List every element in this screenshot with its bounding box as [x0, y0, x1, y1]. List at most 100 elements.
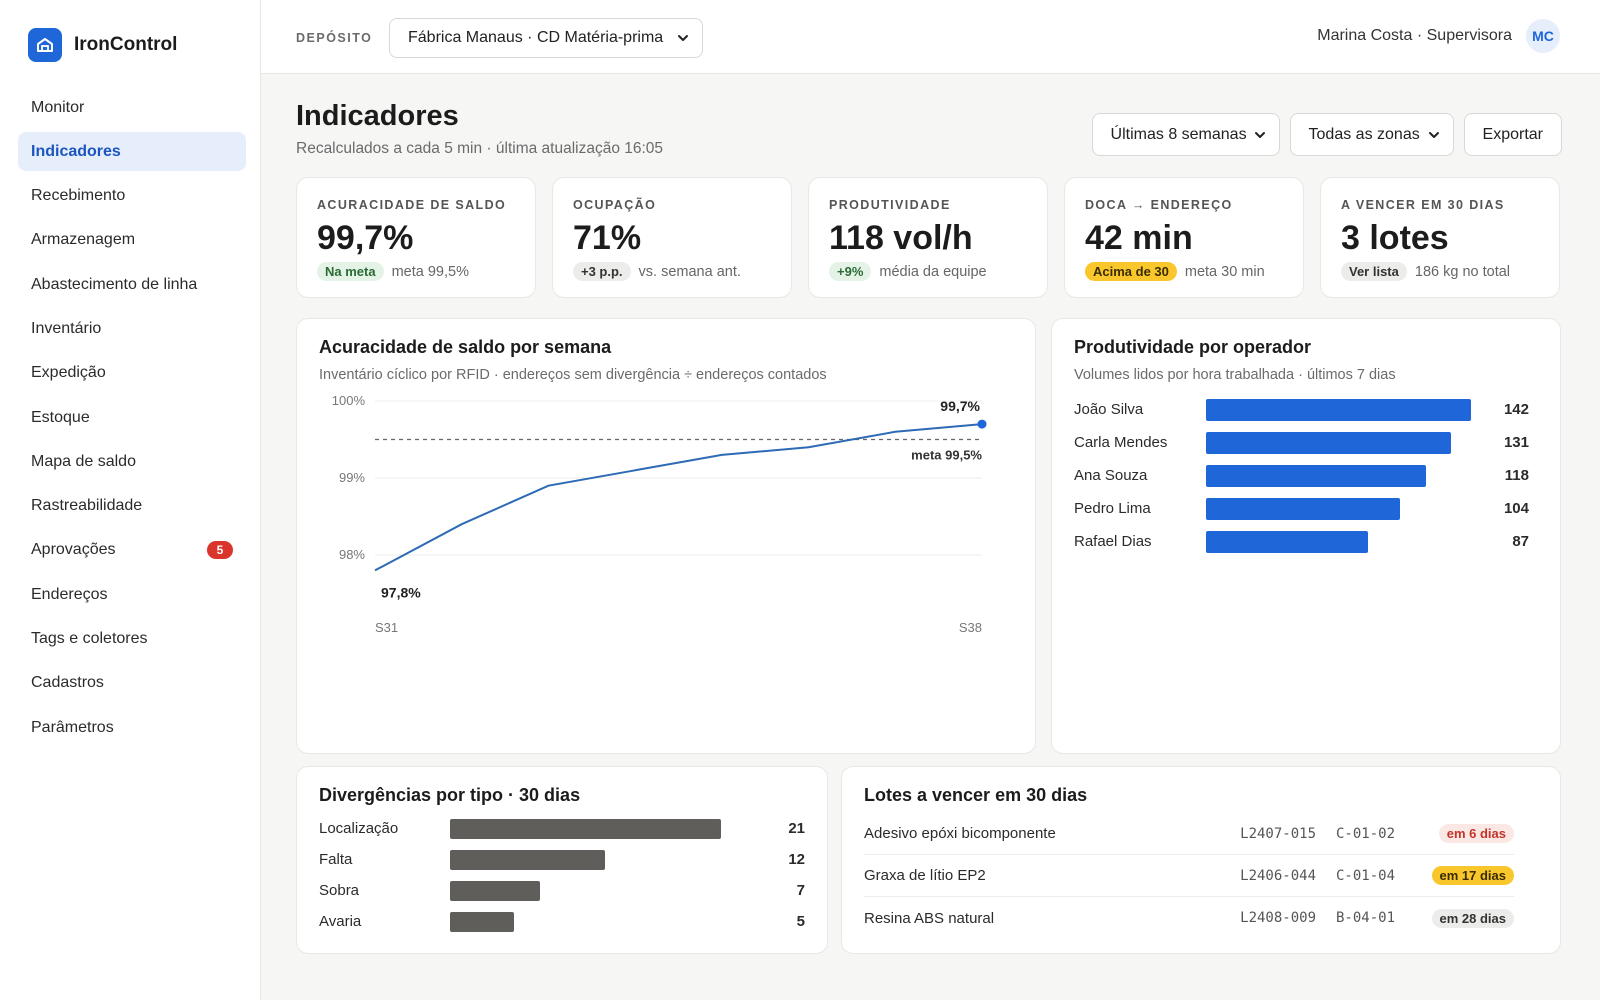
chart-subtitle: Inventário cíclico por RFID · endereços … — [319, 367, 827, 383]
bar-value: 87 — [1512, 533, 1529, 550]
bar-label: Sobra — [319, 882, 360, 899]
sidebar-item-abastecimento[interactable]: Abastecimento de linha — [18, 265, 246, 304]
lot-address: C-01-04 — [1336, 867, 1396, 884]
sidebar-item-cadastros[interactable]: Cadastros — [18, 664, 246, 703]
divergence-row: Falta 12 — [319, 844, 805, 875]
list-item[interactable]: Adesivo epóxi bicomponente L2407-015 C-0… — [864, 813, 1514, 855]
x-tick-label: S38 — [959, 620, 982, 635]
chart-title: Acuracidade de saldo por semana — [319, 337, 612, 357]
lot-code: L2407-015 — [1240, 825, 1316, 842]
kpi-card-acuracidade: ACURACIDADE DE SALDO 99,7% Na meta meta 9… — [296, 177, 536, 298]
sidebar-item-armazenagem[interactable]: Armazenagem — [18, 221, 246, 260]
x-tick-label: S31 — [375, 620, 398, 635]
kpi-value: 42 min — [1085, 219, 1193, 257]
sidebar-item-mapa-de-saldo[interactable]: Mapa de saldo — [18, 442, 246, 481]
main-content: Indicadores Recalculados a cada 5 min · … — [261, 74, 1600, 1000]
lot-code: L2406-044 — [1240, 867, 1316, 884]
view-list-button[interactable]: Ver lista — [1341, 262, 1407, 281]
y-tick-label: 100% — [332, 393, 366, 408]
sidebar-nav: Monitor Indicadores Recebimento Armazena… — [18, 88, 246, 752]
sidebar-item-enderecos[interactable]: Endereços — [18, 575, 246, 614]
bar-label: Localização — [319, 820, 399, 837]
bar-value: 21 — [788, 820, 805, 837]
list-item[interactable]: Graxa de lítio EP2 L2406-044 C-01-04 em … — [864, 855, 1514, 897]
kpi-value: 99,7% — [317, 219, 414, 257]
operator-row: Carla Mendes 131 — [1074, 426, 1529, 459]
status-badge: Acima de 30 — [1085, 262, 1177, 281]
sidebar-item-monitor[interactable]: Monitor — [18, 88, 246, 127]
kpi-label: A VENCER EM 30 DIAS — [1341, 198, 1505, 212]
user-name: Marina Costa · Supervisora — [1317, 27, 1512, 44]
bar — [1206, 530, 1369, 553]
bar-value: 7 — [796, 882, 805, 899]
chevron-down-icon — [1254, 131, 1265, 138]
sidebar-item-label: Cadastros — [31, 674, 104, 692]
sidebar-item-label: Parâmetros — [31, 718, 114, 736]
deposit-select-value: Fábrica Manaus · CD Matéria-prima — [408, 29, 664, 46]
sidebar-item-tags-e-coletores[interactable]: Tags e coletores — [18, 620, 246, 659]
expiring-lots-list: Adesivo epóxi bicomponente L2407-015 C-0… — [864, 813, 1514, 939]
sidebar-item-expedicao[interactable]: Expedição — [18, 354, 246, 393]
bar — [1206, 464, 1427, 487]
user-menu[interactable]: Marina Costa · Supervisora MC — [1317, 19, 1560, 53]
warehouse-icon — [28, 28, 62, 62]
kpi-label: DOCA → ENDEREÇO — [1085, 198, 1233, 212]
kpi-label: OCUPAÇÃO — [573, 198, 657, 212]
sidebar-item-aprovacoes[interactable]: Aprovações 5 — [18, 531, 246, 570]
sidebar-item-estoque[interactable]: Estoque — [18, 398, 246, 437]
sidebar-item-label: Inventário — [31, 319, 102, 337]
data-label-first: 97,8% — [381, 584, 421, 600]
avatar[interactable]: MC — [1526, 19, 1560, 53]
sidebar-item-label: Abastecimento de linha — [31, 275, 198, 293]
kpi-card-ocupacao: OCUPAÇÃO 71% +3 p.p. vs. semana ant. — [552, 177, 792, 298]
divergence-row: Localização 21 — [319, 813, 805, 844]
period-select-value: Últimas 8 semanas — [1110, 125, 1247, 143]
operator-bar-chart: João Silva 142 Carla Mendes 131 Ana Souza 1… — [1074, 393, 1529, 558]
data-label-last: 99,7% — [940, 398, 980, 414]
bar-value: 5 — [796, 913, 805, 930]
toolbar: Últimas 8 semanas Todas as zonas Exporta… — [1091, 113, 1562, 156]
card-title: Lotes a vencer em 30 dias — [864, 785, 1088, 805]
bar-value: 142 — [1503, 401, 1529, 418]
status-badge: +9% — [829, 262, 872, 281]
operator-row: Rafael Dias 87 — [1074, 525, 1529, 558]
sidebar-item-label: Monitor — [31, 98, 85, 116]
bar — [450, 849, 605, 870]
period-select[interactable]: Últimas 8 semanas — [1091, 113, 1280, 156]
kpi-note: 186 kg no total — [1414, 263, 1511, 280]
accuracy-line-chart: 100% 99% 98% meta 99,5% 99,7% 97,8% S31 S38 — [332, 393, 987, 635]
page-title: Indicadores — [296, 100, 459, 132]
lot-product: Adesivo epóxi bicomponente — [864, 825, 1056, 842]
due-badge: em 17 dias — [1431, 866, 1514, 885]
topbar: DEPÓSITO Fábrica Manaus · CD Matéria-pri… — [261, 0, 1600, 74]
chevron-down-icon — [678, 35, 688, 41]
app-name: IronControl — [74, 34, 178, 55]
lot-code: L2408-009 — [1240, 910, 1316, 926]
last-point — [977, 419, 987, 429]
lot-product: Resina ABS natural — [864, 909, 995, 927]
sidebar-item-indicadores[interactable]: Indicadores — [18, 132, 246, 172]
sidebar-item-parametros[interactable]: Parâmetros — [18, 708, 246, 747]
kpi-label: ACURACIDADE DE SALDO — [317, 198, 507, 212]
brand[interactable]: IronControl — [28, 28, 177, 62]
y-tick-label: 98% — [339, 547, 365, 562]
sidebar-item-label: Estoque — [31, 408, 90, 426]
sidebar: IronControl Monitor Indicadores Recebime… — [0, 0, 261, 1000]
list-item[interactable]: Resina ABS natural L2408-009 B-04-01 em … — [864, 897, 1514, 939]
sidebar-item-label: Indicadores — [31, 142, 121, 160]
zone-select[interactable]: Todas as zonas — [1289, 113, 1454, 156]
kpi-card-doca-endereco: DOCA → ENDEREÇO 42 min Acima de 30 meta 3… — [1064, 177, 1304, 298]
productivity-card: Produtividade por operador Volumes lidos… — [1051, 318, 1561, 754]
deposit-select[interactable]: Fábrica Manaus · CD Matéria-prima — [389, 18, 703, 58]
sidebar-item-recebimento[interactable]: Recebimento — [18, 177, 246, 216]
bar-label: Ana Souza — [1074, 467, 1148, 484]
sidebar-item-rastreabilidade[interactable]: Rastreabilidade — [18, 487, 246, 526]
sidebar-item-label: Armazenagem — [31, 231, 136, 249]
sidebar-item-inventario[interactable]: Inventário — [18, 309, 246, 348]
bar-label: Avaria — [319, 913, 362, 930]
kpi-label: PRODUTIVIDADE — [829, 198, 951, 212]
kpi-card-a-vencer: A VENCER EM 30 DIAS 3 lotes Ver lista 186… — [1320, 177, 1560, 298]
operator-row: Ana Souza 118 — [1074, 459, 1529, 492]
export-button[interactable]: Exportar — [1463, 113, 1562, 156]
bar-value: 104 — [1503, 500, 1529, 517]
